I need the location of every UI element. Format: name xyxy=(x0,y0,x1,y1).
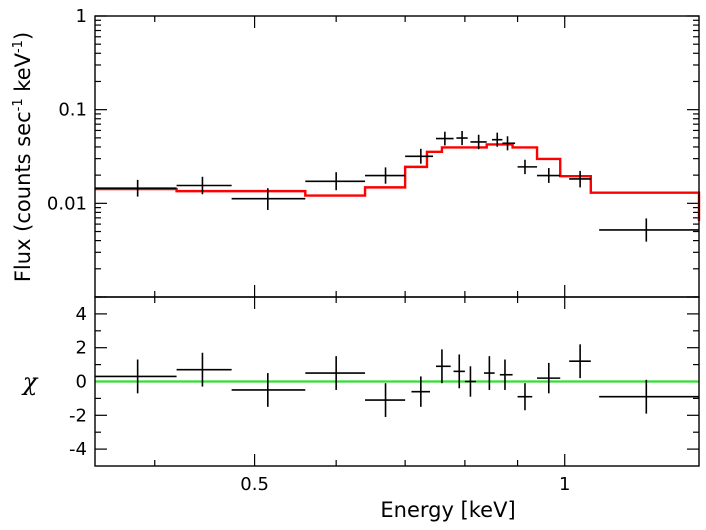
residual-point xyxy=(484,356,495,390)
residual-point xyxy=(517,383,533,411)
data-point xyxy=(502,136,516,151)
y-tick-label: -2 xyxy=(69,405,87,426)
residual-point xyxy=(305,356,366,390)
data-point xyxy=(176,176,232,195)
x-tick-label: 0.5 xyxy=(240,474,269,495)
residual-point xyxy=(537,362,561,394)
data-point xyxy=(365,167,406,184)
residuals-frame xyxy=(94,296,700,467)
residual-point xyxy=(499,359,513,390)
residual-point xyxy=(599,379,699,414)
residual-point xyxy=(176,352,232,387)
data-point xyxy=(517,159,538,175)
data-point xyxy=(456,130,468,146)
y-tick-label: 4 xyxy=(76,304,87,325)
data-point xyxy=(470,134,487,150)
data-point xyxy=(231,188,306,210)
data-point xyxy=(305,172,366,191)
data-point xyxy=(537,168,561,183)
energy-axis-label: Energy [keV] xyxy=(380,498,515,522)
y-tick-label: -4 xyxy=(69,439,87,460)
y-tick-label: 0.01 xyxy=(47,193,87,214)
spectrum-panel: 0.01 0.1 1 xyxy=(47,6,701,298)
data-point xyxy=(569,170,591,188)
residual-point xyxy=(365,383,406,417)
y-tick-label: 2 xyxy=(76,338,87,359)
residual-point xyxy=(95,359,177,394)
x-tick-label: 1 xyxy=(559,474,570,495)
data-point xyxy=(492,132,503,147)
data-point xyxy=(95,179,177,197)
y-tick-label: 0 xyxy=(76,372,87,393)
chi-axis-label: χ xyxy=(21,368,39,396)
y-tick-label: 0.1 xyxy=(58,100,87,121)
residual-point xyxy=(453,354,465,389)
residual-point xyxy=(569,344,591,379)
residual-point xyxy=(436,349,451,384)
residual-point xyxy=(464,366,476,397)
residual-point xyxy=(231,373,306,407)
model-step-line xyxy=(95,143,701,221)
residual-point xyxy=(411,376,430,407)
residuals-panel: -4 -2 0 2 4 0.5 1 xyxy=(69,296,700,495)
data-point xyxy=(599,218,699,242)
data-point xyxy=(436,131,454,146)
flux-axis-label: Flux (counts sec-1 keV-1) xyxy=(11,32,35,282)
spectrum-frame xyxy=(94,15,700,298)
data-point xyxy=(405,148,434,164)
y-tick-label: 1 xyxy=(76,6,87,27)
